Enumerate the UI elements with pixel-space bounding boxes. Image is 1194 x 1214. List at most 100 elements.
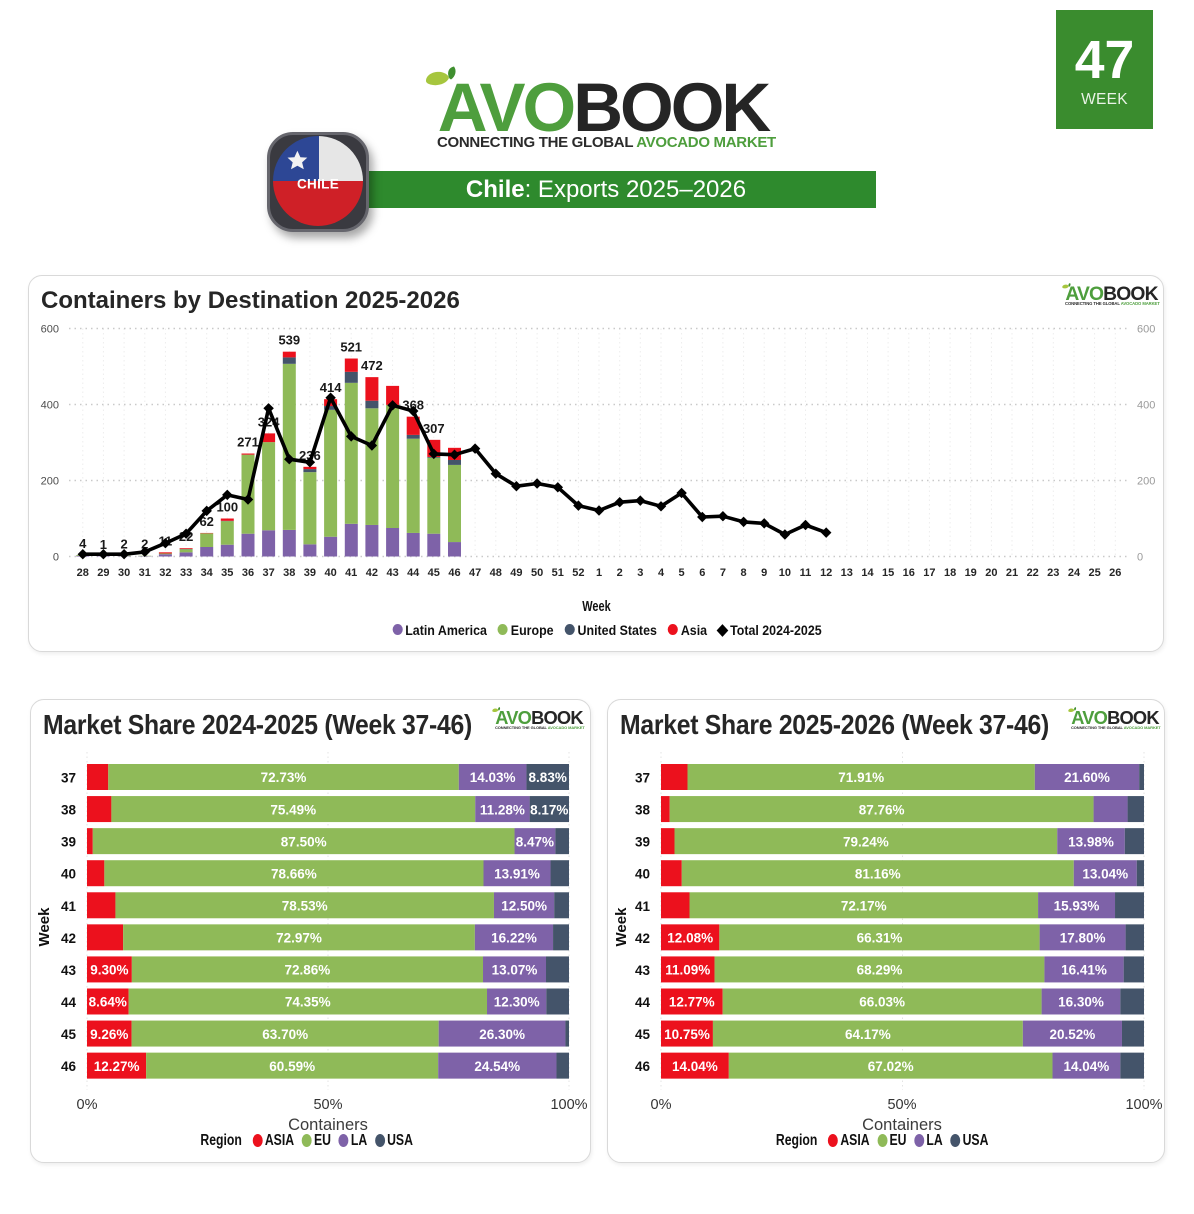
svg-text:52: 52 xyxy=(572,567,584,579)
svg-text:43: 43 xyxy=(386,567,398,579)
svg-text:44: 44 xyxy=(407,567,420,579)
svg-text:12.77%: 12.77% xyxy=(669,995,715,1010)
svg-text:Containers: Containers xyxy=(288,1116,368,1134)
svg-text:72.17%: 72.17% xyxy=(841,899,887,914)
svg-text:31: 31 xyxy=(139,567,151,579)
svg-text:39: 39 xyxy=(304,567,316,579)
svg-text:18: 18 xyxy=(944,567,956,579)
svg-text:26.30%: 26.30% xyxy=(479,1027,525,1042)
svg-text:78.53%: 78.53% xyxy=(282,899,328,914)
svg-text:48: 48 xyxy=(490,567,502,579)
svg-text:400: 400 xyxy=(1137,399,1155,411)
svg-text:40: 40 xyxy=(61,867,76,882)
svg-text:100%: 100% xyxy=(550,1097,587,1113)
svg-text:19: 19 xyxy=(965,567,977,579)
svg-text:40: 40 xyxy=(635,867,650,882)
svg-text:66.03%: 66.03% xyxy=(859,995,905,1010)
svg-text:CHILE: CHILE xyxy=(297,177,339,192)
svg-text:Containers: Containers xyxy=(862,1116,942,1134)
svg-text:9: 9 xyxy=(761,567,767,579)
svg-text:11: 11 xyxy=(800,567,812,579)
svg-text:63.70%: 63.70% xyxy=(262,1027,308,1042)
svg-text:100: 100 xyxy=(216,500,238,515)
svg-text:11.28%: 11.28% xyxy=(480,802,525,817)
svg-text:39: 39 xyxy=(635,835,650,850)
svg-text:35: 35 xyxy=(221,567,233,579)
svg-text:16.22%: 16.22% xyxy=(491,931,537,946)
svg-text:13: 13 xyxy=(841,567,853,579)
svg-text:39: 39 xyxy=(61,835,76,850)
svg-text:100%: 100% xyxy=(1125,1097,1162,1113)
svg-text:79.24%: 79.24% xyxy=(843,834,889,849)
svg-text:42: 42 xyxy=(61,931,76,946)
svg-text:64.17%: 64.17% xyxy=(845,1027,891,1042)
svg-text:37: 37 xyxy=(262,567,274,579)
svg-text:46: 46 xyxy=(635,1059,651,1074)
svg-text:72.97%: 72.97% xyxy=(276,931,322,946)
svg-text:11.09%: 11.09% xyxy=(665,963,710,978)
svg-text:47: 47 xyxy=(469,567,481,579)
svg-text:400: 400 xyxy=(41,399,59,411)
svg-text:5: 5 xyxy=(679,567,685,579)
svg-text:21: 21 xyxy=(1006,567,1018,579)
svg-text:24.54%: 24.54% xyxy=(474,1059,520,1074)
svg-text:12: 12 xyxy=(820,567,832,579)
svg-text:50%: 50% xyxy=(887,1097,916,1113)
svg-text:14.04%: 14.04% xyxy=(672,1059,718,1074)
svg-text:68.29%: 68.29% xyxy=(857,963,903,978)
svg-text:472: 472 xyxy=(361,358,383,373)
svg-text:45: 45 xyxy=(635,1027,651,1042)
svg-text:12.50%: 12.50% xyxy=(501,899,547,914)
svg-text:40: 40 xyxy=(324,567,336,579)
svg-text:307: 307 xyxy=(423,421,445,436)
svg-text:45: 45 xyxy=(428,567,440,579)
svg-text:0: 0 xyxy=(1137,551,1143,563)
svg-text:43: 43 xyxy=(635,963,651,978)
svg-text:8.83%: 8.83% xyxy=(529,770,567,785)
svg-text:271: 271 xyxy=(237,435,259,450)
svg-text:539: 539 xyxy=(278,333,300,348)
svg-text:4: 4 xyxy=(79,536,87,551)
svg-text:521: 521 xyxy=(340,340,362,355)
svg-text:38: 38 xyxy=(635,803,651,818)
svg-text:2: 2 xyxy=(120,537,127,552)
svg-text:42: 42 xyxy=(366,567,378,579)
svg-text:44: 44 xyxy=(635,995,651,1010)
svg-text:13.07%: 13.07% xyxy=(492,963,538,978)
svg-text:45: 45 xyxy=(61,1027,77,1042)
svg-text:81.16%: 81.16% xyxy=(855,866,901,881)
svg-text:15: 15 xyxy=(882,567,894,579)
svg-text:41: 41 xyxy=(345,567,357,579)
svg-text:10: 10 xyxy=(779,567,791,579)
svg-text:71.91%: 71.91% xyxy=(838,770,884,785)
svg-text:9.26%: 9.26% xyxy=(90,1027,128,1042)
svg-text:14.03%: 14.03% xyxy=(470,770,516,785)
svg-text:67.02%: 67.02% xyxy=(868,1059,914,1074)
svg-text:51: 51 xyxy=(552,567,564,579)
svg-text:Week: Week xyxy=(613,907,630,947)
svg-text:2: 2 xyxy=(617,567,623,579)
svg-text:8.47%: 8.47% xyxy=(516,834,554,849)
svg-text:29: 29 xyxy=(97,567,109,579)
svg-text:49: 49 xyxy=(510,567,522,579)
svg-text:24: 24 xyxy=(1068,567,1081,579)
svg-text:0: 0 xyxy=(53,551,59,563)
svg-text:46: 46 xyxy=(448,567,460,579)
svg-text:50: 50 xyxy=(531,567,543,579)
svg-text:600: 600 xyxy=(41,323,59,335)
svg-text:72.86%: 72.86% xyxy=(285,963,331,978)
svg-text:20.52%: 20.52% xyxy=(1050,1027,1096,1042)
svg-text:37: 37 xyxy=(635,771,650,786)
svg-text:46: 46 xyxy=(61,1059,77,1074)
svg-text:3: 3 xyxy=(637,567,643,579)
svg-text:74.35%: 74.35% xyxy=(285,995,331,1010)
svg-text:1: 1 xyxy=(596,567,602,579)
svg-text:62: 62 xyxy=(199,514,213,529)
svg-text:43: 43 xyxy=(61,963,77,978)
svg-text:8: 8 xyxy=(741,567,747,579)
svg-text:87.50%: 87.50% xyxy=(281,834,327,849)
svg-text:8.17%: 8.17% xyxy=(530,802,568,817)
svg-text:1: 1 xyxy=(100,537,107,552)
svg-text:36: 36 xyxy=(242,567,254,579)
svg-text:17.80%: 17.80% xyxy=(1060,931,1106,946)
